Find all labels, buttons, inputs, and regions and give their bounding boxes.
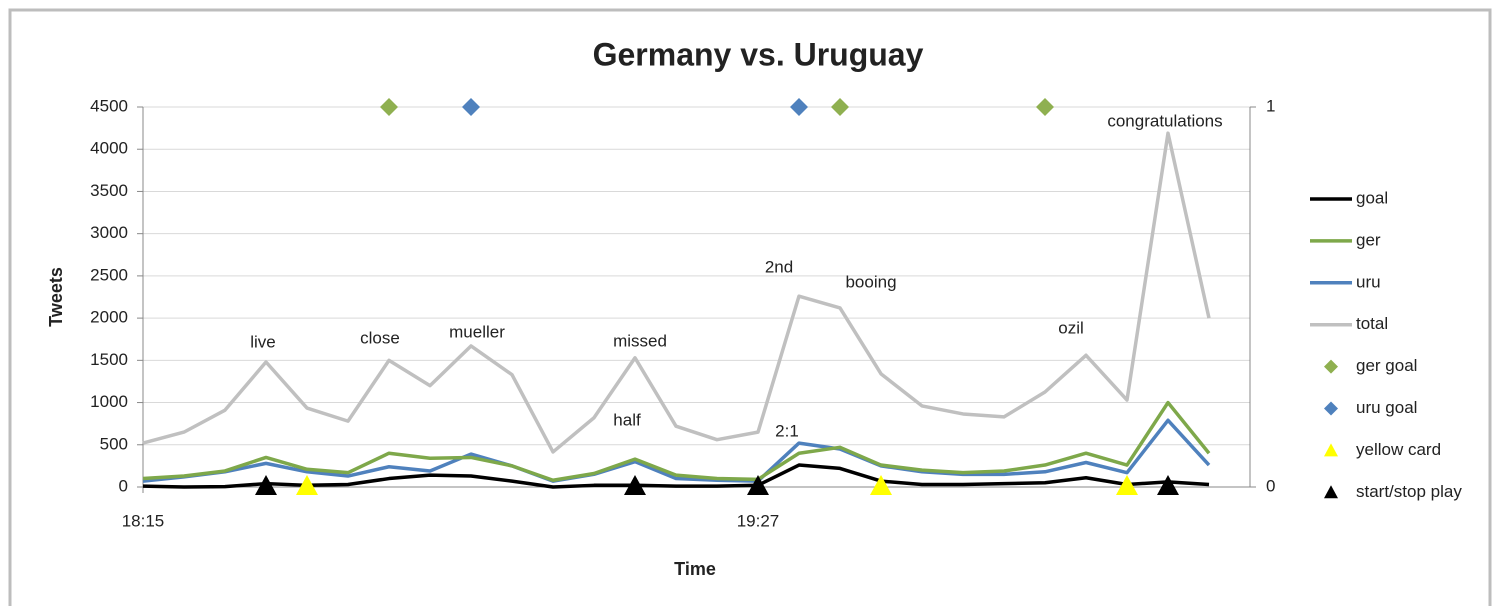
legend-label: ger — [1356, 230, 1381, 249]
diamond-marker — [462, 98, 480, 116]
triangle-marker — [624, 475, 646, 495]
triangle-marker — [1157, 475, 1179, 495]
legend-label: goal — [1356, 188, 1388, 207]
y-tick-label: 3000 — [90, 223, 128, 242]
legend-swatch — [1324, 359, 1338, 374]
y-axis-label: Tweets — [46, 267, 66, 327]
annotation: half — [613, 410, 641, 429]
legend-swatch — [1324, 401, 1338, 416]
annotation: mueller — [449, 322, 505, 341]
legend-swatch — [1324, 443, 1338, 457]
y-tick-label: 500 — [100, 434, 128, 453]
y-tick-label: 0 — [119, 476, 128, 495]
frame — [8, 8, 1492, 606]
legend-label: total — [1356, 314, 1388, 333]
triangle-marker — [1116, 475, 1138, 495]
line-2 — [142, 418, 1211, 483]
annotation: live — [250, 332, 276, 351]
y-tick-label: 4500 — [90, 96, 128, 115]
annotation: booing — [845, 272, 896, 291]
annotation: congratulations — [1107, 111, 1222, 130]
y-tick-label: 3500 — [90, 181, 128, 200]
triangle-marker — [255, 475, 277, 495]
y2-tick-label: 0 — [1266, 476, 1275, 495]
x-tick-label: 19:27 — [737, 511, 780, 530]
y-tick-label: 2000 — [90, 308, 128, 327]
diamond-marker — [380, 98, 398, 116]
y-tick-label: 1500 — [90, 350, 128, 369]
y-tick-label: 4000 — [90, 139, 128, 158]
legend-label: start/stop play — [1356, 482, 1462, 501]
y2-tick-label: 1 — [1266, 96, 1275, 115]
y-tick-label: 1000 — [90, 392, 128, 411]
diamond-marker — [790, 98, 808, 116]
y-tick-label: 2500 — [90, 265, 128, 284]
chart-title: Germany vs. Uruguay — [593, 36, 924, 72]
legend-label: uru — [1356, 272, 1381, 291]
legend-label: uru goal — [1356, 398, 1417, 417]
triangle-marker — [296, 475, 318, 495]
legend-label: yellow card — [1356, 440, 1441, 459]
annotation: ozil — [1058, 318, 1084, 337]
legend-label: ger goal — [1356, 356, 1417, 375]
diamond-marker — [831, 98, 849, 116]
legend-swatch — [1324, 485, 1338, 499]
line-1 — [142, 400, 1211, 482]
x-tick-label: 18:15 — [122, 511, 165, 530]
x-axis-label: Time — [674, 559, 716, 579]
annotation: 2nd — [765, 257, 793, 276]
line-3 — [142, 131, 1211, 454]
annotation: close — [360, 328, 400, 347]
triangle-marker — [870, 475, 892, 495]
triangle-marker — [747, 475, 769, 495]
diamond-marker — [1036, 98, 1054, 116]
annotation: 2:1 — [775, 421, 799, 440]
line-0 — [142, 463, 1210, 489]
annotation: missed — [613, 331, 667, 350]
